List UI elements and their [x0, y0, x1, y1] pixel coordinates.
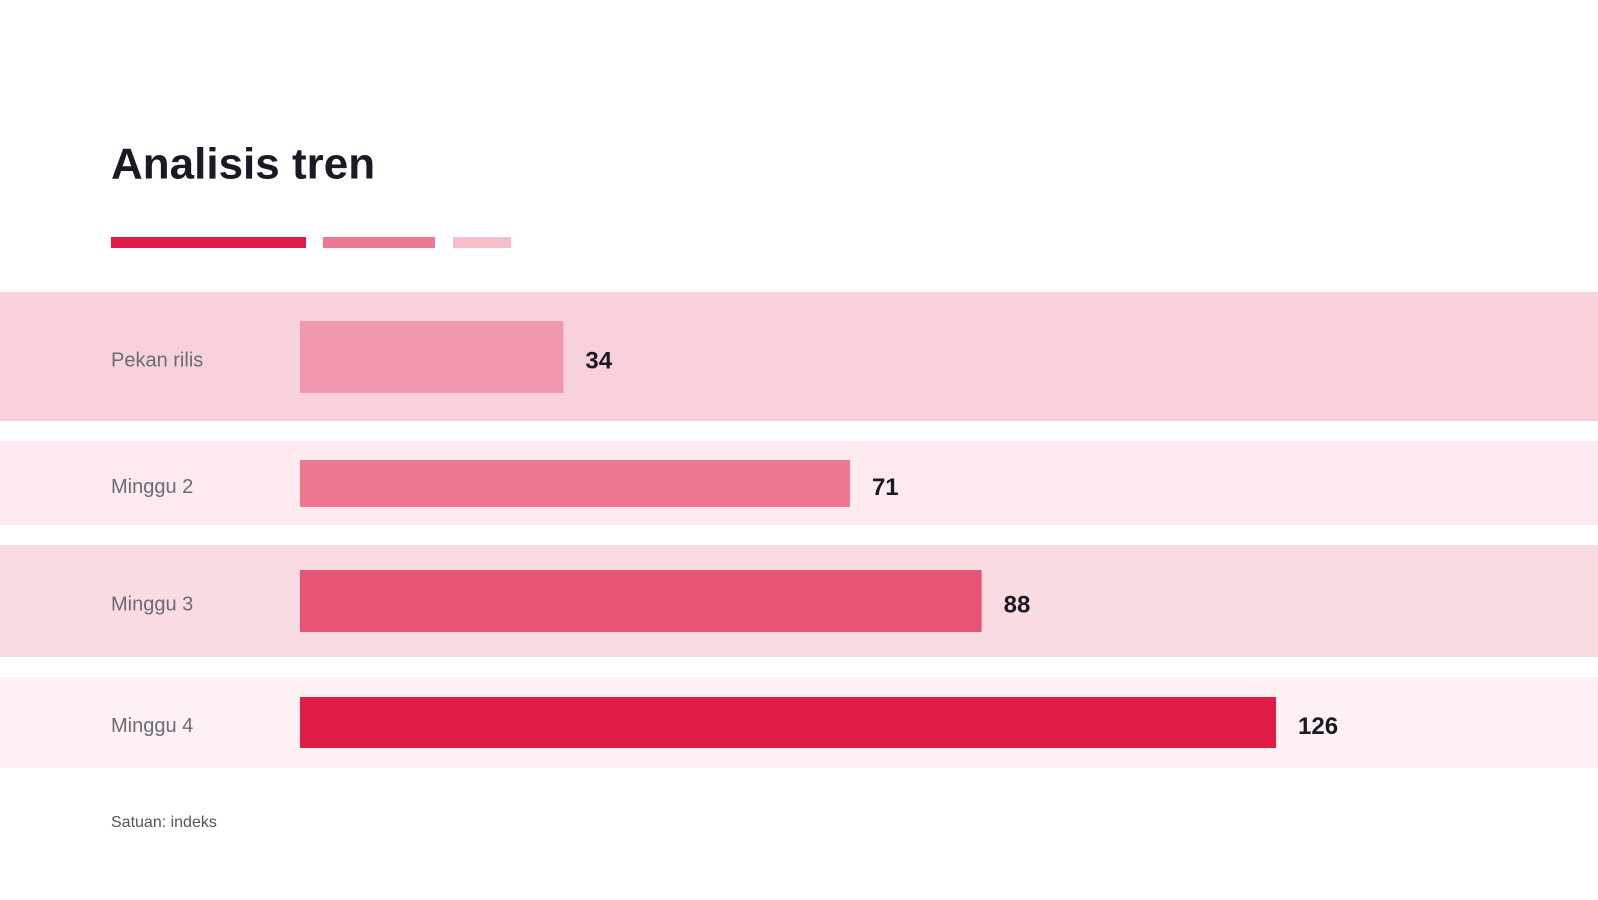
value-label: 126 [1298, 713, 1338, 740]
category-label: Pekan rilis [111, 349, 203, 371]
category-label: Minggu 3 [111, 593, 193, 615]
decor-line [323, 237, 435, 248]
value-label: 34 [585, 347, 612, 374]
category-label: Minggu 2 [111, 476, 193, 498]
value-label: 71 [872, 474, 899, 501]
value-label: 88 [1004, 591, 1031, 618]
category-label: Minggu 4 [111, 715, 193, 737]
decor-line [111, 237, 306, 248]
footnote: Satuan: indeks [111, 814, 217, 831]
chart-title: Analisis tren [111, 140, 375, 189]
bar [300, 321, 564, 393]
row-band [0, 292, 1598, 421]
bar [300, 697, 1276, 748]
decor-line [453, 237, 511, 248]
bar [300, 570, 982, 632]
bar [300, 460, 850, 507]
